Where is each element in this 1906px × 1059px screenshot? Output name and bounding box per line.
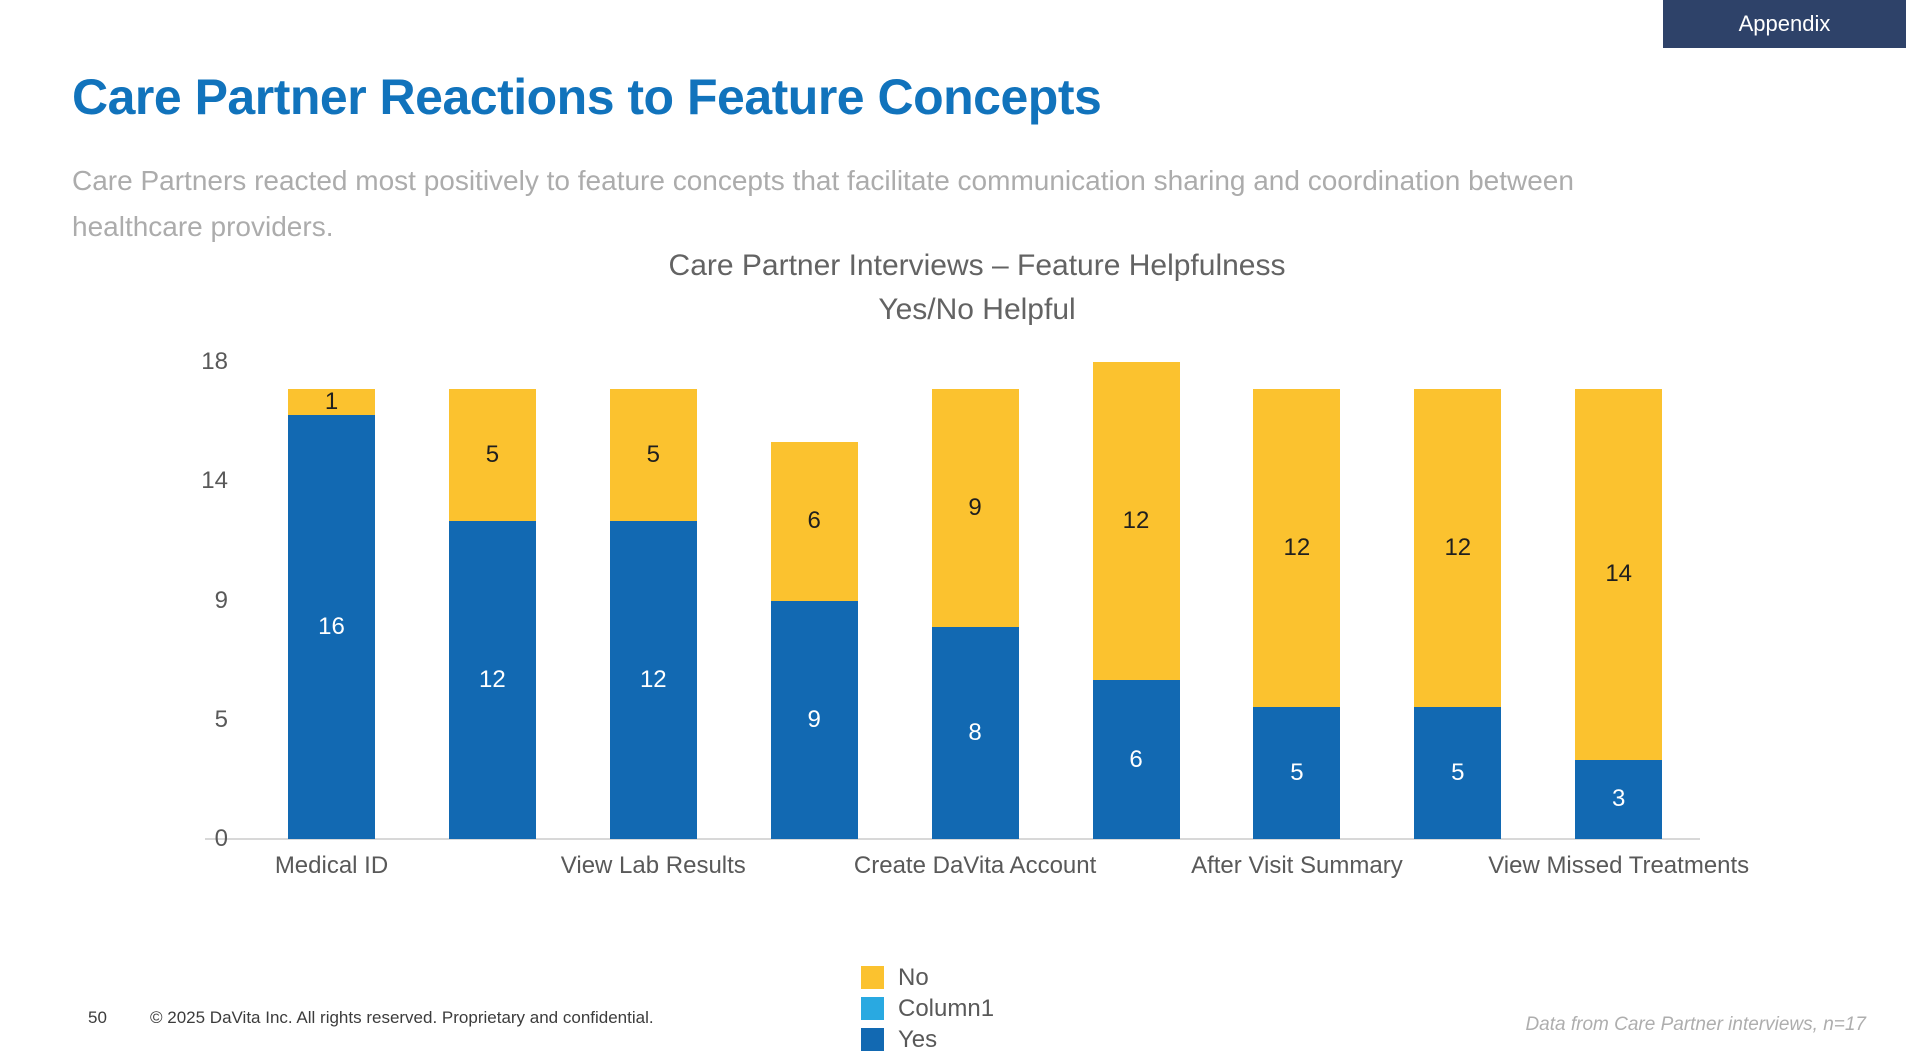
bar-segment-no: 9 <box>931 388 1019 627</box>
chart-title-line1: Care Partner Interviews – Feature Helpfu… <box>668 249 1286 282</box>
bar-segment-no: 5 <box>609 388 697 521</box>
bar-segment-no: 12 <box>1253 388 1341 707</box>
legend-label: No <box>898 963 929 991</box>
bar-segment-yes: 3 <box>1575 759 1663 839</box>
bar-segment-no: 5 <box>448 388 536 521</box>
bar-segment-yes: 16 <box>288 415 375 839</box>
page-subtitle-line1: Care Partners reacted most positively to… <box>72 165 1574 196</box>
page-subtitle: Care Partners reacted most positively to… <box>72 158 1574 250</box>
page-subtitle-line2: healthcare providers. <box>72 211 334 242</box>
bar-segment-no: 12 <box>1092 362 1180 680</box>
chart-legend: No Column1 Yes <box>861 963 995 1059</box>
bar-segment-no: 6 <box>770 441 858 601</box>
legend-item: Yes <box>861 1025 994 1053</box>
bar-segment-yes: 6 <box>1092 680 1180 839</box>
y-axis-tick: 14 <box>201 467 228 495</box>
legend-label: Column1 <box>898 994 995 1022</box>
legend-item: Column1 <box>861 994 995 1022</box>
bar-segment-yes: 9 <box>770 600 858 839</box>
bar-segment-no: 12 <box>1414 388 1502 707</box>
bar-segment-yes: 12 <box>609 521 697 839</box>
y-axis-tick: 0 <box>214 825 228 852</box>
copyright-text: © 2025 DaVita Inc. All rights reserved. … <box>150 1008 654 1027</box>
bar-segment-yes: 5 <box>1253 706 1341 839</box>
legend-swatch-icon <box>861 1028 884 1051</box>
legend-label: Yes <box>898 1025 938 1053</box>
y-axis-tick: 9 <box>214 586 228 614</box>
y-axis-tick: 5 <box>214 705 228 733</box>
page-number: 50 <box>88 1008 107 1027</box>
x-axis-label: After Visit Summary <box>1191 852 1403 879</box>
appendix-tab-label: Appendix <box>1738 11 1831 36</box>
x-axis-line <box>205 838 1700 840</box>
legend-swatch-icon <box>861 966 884 989</box>
chart-title-line2: Yes/No Helpful <box>878 293 1076 326</box>
bar-segment-yes: 5 <box>1414 706 1502 839</box>
appendix-tab[interactable]: Appendix <box>1663 0 1906 48</box>
bar-segment-yes: 8 <box>931 627 1019 839</box>
bar-segment-no: 1 <box>288 388 375 415</box>
legend-swatch-icon <box>861 997 884 1020</box>
source-note: Data from Care Partner interviews, n=17 <box>1525 1014 1866 1035</box>
legend-item: No <box>861 963 994 991</box>
bar-segment-yes: 12 <box>448 521 536 839</box>
bar-segment-no: 14 <box>1575 388 1663 760</box>
x-axis-label: View Lab Results <box>560 852 746 879</box>
page-title: Care Partner Reactions to Feature Concep… <box>72 69 1102 125</box>
x-axis-label: Medical ID <box>274 852 389 879</box>
x-axis-label: View Missed Treatments <box>1488 852 1750 879</box>
x-axis-label: Create DaVita Account <box>853 852 1097 879</box>
y-axis-tick: 18 <box>201 348 228 375</box>
